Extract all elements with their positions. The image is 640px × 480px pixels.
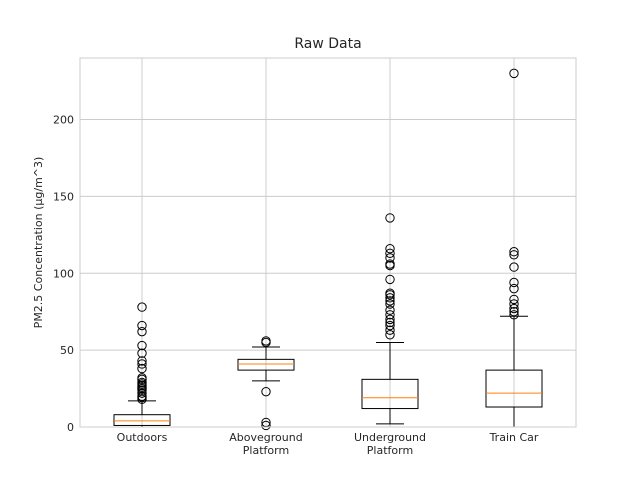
outlier-point (137, 363, 147, 374)
outlier-point (137, 391, 147, 401)
outlier-point (509, 283, 519, 294)
y-tick-label: 0 (67, 421, 74, 434)
outlier-point (261, 336, 271, 346)
iqr-box (113, 414, 171, 426)
outlier-point (509, 303, 519, 314)
outlier-point (261, 420, 271, 431)
x-tick-label-line: Outdoors (117, 431, 168, 444)
x-tick-label: Train Car (489, 431, 539, 444)
chart-title: Raw Data (294, 36, 361, 52)
outlier-point (385, 314, 395, 325)
y-tick-labels: 0 50 100 150 200 (53, 114, 74, 435)
outlier-point (385, 310, 395, 320)
outlier-point (137, 377, 147, 388)
outlier-point (385, 253, 395, 263)
outlier-point (137, 388, 147, 398)
outlier-point (137, 348, 147, 358)
outlier-point (137, 373, 147, 383)
outlier-point (385, 288, 395, 298)
y-tick-label: 100 (53, 267, 74, 280)
outlier-point (385, 305, 395, 315)
box-2 (237, 336, 295, 431)
outlier-point (385, 317, 395, 328)
outlier-point (509, 310, 519, 320)
outlier-point (385, 248, 395, 258)
x-tick-label: Underground Platform (354, 431, 426, 457)
outlier-point (137, 356, 147, 366)
iqr-box (485, 369, 543, 408)
x-tick-label: Outdoors (117, 431, 168, 444)
x-tick-label-line: Underground (354, 431, 426, 444)
outlier-point (385, 325, 395, 335)
outlier-point (385, 320, 395, 331)
outlier-point (385, 259, 395, 269)
outlier-point (509, 250, 519, 260)
outlier-point (509, 277, 519, 288)
y-tick-label: 50 (60, 344, 74, 357)
box-3 (361, 213, 419, 425)
outlier-point (385, 213, 395, 223)
y-axis-label: PM2.5 Concentration (μg/m^3) (32, 157, 45, 329)
y-tick-label: 200 (53, 114, 74, 127)
outlier-point (137, 320, 147, 331)
x-tick-label: Aboveground Platform (229, 431, 302, 457)
outlier-point (137, 326, 147, 337)
outlier-point (509, 247, 519, 257)
outlier-point (509, 68, 519, 79)
outlier-point (509, 306, 519, 317)
outlier-point (137, 359, 147, 369)
outlier-point (385, 330, 395, 340)
iqr-box (237, 358, 295, 371)
outlier-point (137, 302, 147, 312)
outlier-point (509, 299, 519, 309)
outlier-point (385, 243, 395, 254)
outlier-point (385, 293, 395, 303)
plot-frame (79, 57, 577, 428)
outlier-point (509, 294, 519, 305)
outlier-point (137, 340, 147, 351)
outlier-point (385, 299, 395, 309)
x-tick-label-line: Train Car (489, 431, 539, 444)
outlier-point (385, 274, 395, 285)
x-tick-label-line: Platform (367, 444, 413, 457)
y-tick-label: 150 (53, 190, 74, 203)
x-tick-label-line: Platform (243, 444, 289, 457)
x-tick-label-line: Aboveground (229, 431, 302, 444)
grid-lines (80, 58, 576, 428)
iqr-box (361, 378, 419, 410)
outlier-point (509, 262, 519, 272)
outlier-point (385, 296, 395, 306)
outlier-point (261, 386, 271, 397)
